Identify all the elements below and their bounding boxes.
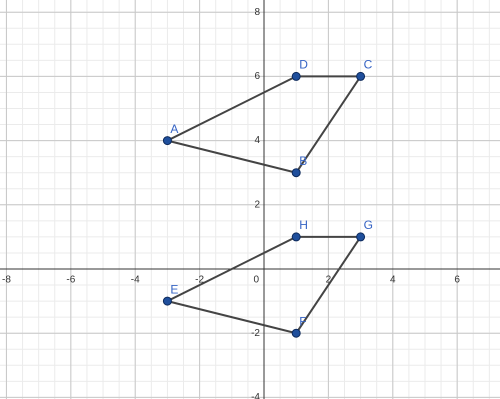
point-label: F — [299, 314, 306, 328]
point — [291, 168, 301, 178]
point — [356, 232, 366, 242]
y-tick-label: 4 — [254, 135, 260, 146]
x-tick-label: -6 — [66, 275, 75, 286]
point — [291, 71, 301, 81]
point-label: A — [170, 122, 178, 136]
x-tick-label: 0 — [253, 275, 259, 286]
x-tick-label: -4 — [131, 275, 140, 286]
x-tick-label: 6 — [454, 275, 460, 286]
point-label: B — [299, 154, 307, 168]
x-tick-label: -2 — [195, 275, 204, 286]
y-tick-label: 8 — [254, 7, 260, 18]
point-label: G — [364, 218, 373, 232]
y-tick-label: -2 — [251, 328, 260, 339]
x-tick-label: 2 — [326, 275, 332, 286]
point — [356, 71, 366, 81]
y-tick-label: 2 — [254, 199, 260, 210]
point-label: E — [170, 282, 178, 296]
point — [162, 136, 172, 146]
point — [162, 296, 172, 306]
point-label: C — [364, 58, 373, 72]
point — [291, 328, 301, 338]
point — [291, 232, 301, 242]
y-tick-label: 6 — [254, 71, 260, 82]
x-tick-label: 4 — [390, 275, 396, 286]
x-tick-label: -8 — [2, 275, 11, 286]
point-label: D — [299, 58, 308, 72]
y-tick-label: -4 — [251, 392, 260, 399]
point-label: H — [299, 218, 308, 232]
